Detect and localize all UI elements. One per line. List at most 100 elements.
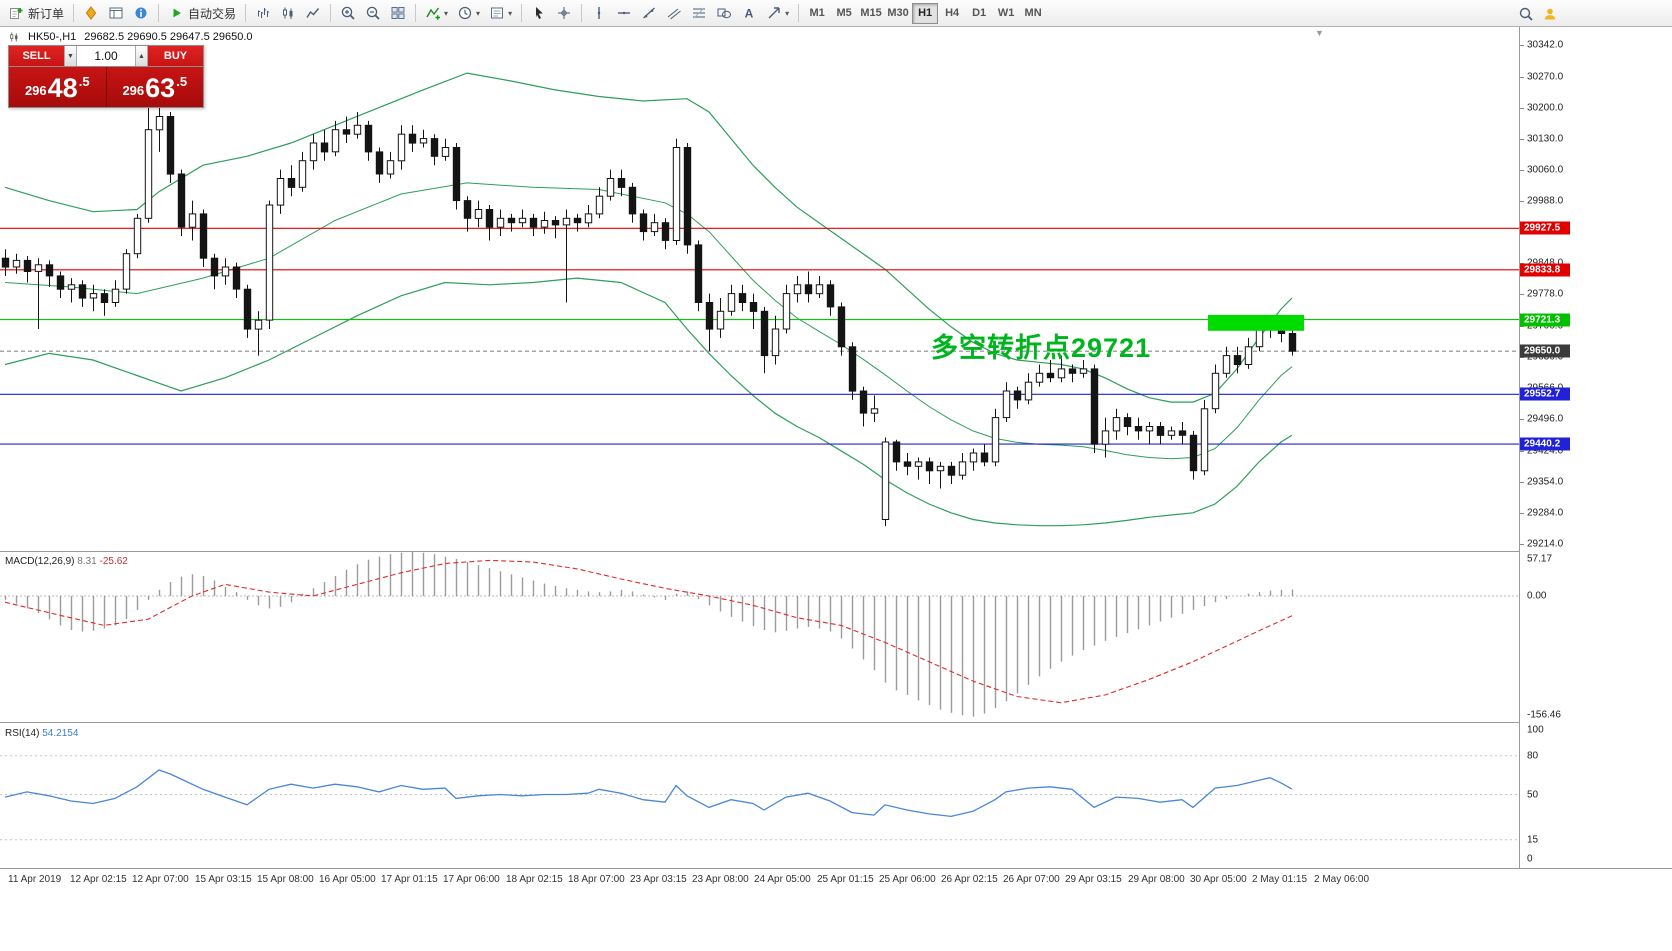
text-button[interactable]: A: [737, 2, 761, 25]
timeframe-m5[interactable]: M5: [836, 7, 852, 19]
clock-icon: [458, 6, 472, 20]
line-chart-button[interactable]: [301, 2, 325, 25]
timeframe-d1[interactable]: D1: [972, 7, 987, 19]
zoom-in-button[interactable]: [336, 2, 360, 25]
sell-button[interactable]: SELL: [9, 46, 64, 66]
candlestick-chart-button[interactable]: [276, 2, 300, 25]
candle-body: [100, 293, 109, 304]
timeframe-mn[interactable]: MN: [1024, 7, 1042, 19]
time-axis-label: 26 Apr 07:00: [1003, 874, 1060, 885]
candle-body: [210, 257, 219, 277]
templates-button[interactable]: ▾: [485, 2, 516, 25]
autotrading-button[interactable]: 自动交易: [164, 2, 240, 25]
candle-body: [1013, 390, 1022, 401]
horizontal-line-button[interactable]: [612, 2, 636, 25]
market-watch-button[interactable]: [104, 2, 128, 25]
trendline-button[interactable]: [637, 2, 661, 25]
fibonacci-button[interactable]: [687, 2, 711, 25]
candle-body: [595, 195, 604, 215]
buy-price[interactable]: 296 63.5: [106, 67, 203, 107]
candle-body: [507, 217, 516, 224]
candle-body: [903, 461, 912, 467]
candle-body: [309, 142, 318, 162]
vertical-line-button[interactable]: [587, 2, 611, 25]
price-tick: [1520, 45, 1524, 46]
bollinger-lower-band: [4, 277, 1293, 527]
time-axis-label: 2 May 01:15: [1252, 874, 1308, 885]
candle-body: [584, 213, 593, 224]
crosshair-button[interactable]: [552, 2, 576, 25]
volume-input[interactable]: 1.00: [77, 46, 135, 66]
candle-body: [969, 452, 978, 463]
candle-body: [529, 217, 538, 228]
search-button[interactable]: [1514, 2, 1538, 25]
arrows-button[interactable]: ▾: [762, 2, 793, 25]
rsi-indicator-panel[interactable]: [0, 722, 1519, 868]
macd-title: MACD(12,26,9): [5, 556, 75, 567]
linechart-icon: [306, 8, 320, 18]
tile-windows-button[interactable]: [386, 2, 410, 25]
community-button[interactable]: [1538, 2, 1562, 25]
price-axis-label: 30200.0: [1527, 102, 1564, 114]
candle-body: [496, 217, 505, 228]
channel-icon: [667, 8, 681, 20]
highlight-zone-rect[interactable]: [1208, 314, 1304, 331]
rsi-title: RSI(14): [5, 728, 40, 739]
timeframe-h4[interactable]: H4: [945, 7, 960, 19]
candle-body: [199, 213, 208, 259]
candle-body: [1024, 381, 1033, 401]
shapes-button[interactable]: [712, 2, 736, 25]
candle-body: [826, 284, 835, 308]
price-scale[interactable]: 30342.0 30270.0 30200.0 30130.0 30060.0 29988…: [1520, 27, 1672, 869]
candle-body: [67, 284, 76, 290]
volume-increase-button[interactable]: ▲: [135, 46, 148, 66]
chevron-down-icon: ▾: [444, 8, 449, 18]
chevron-down-icon: ▾: [476, 8, 481, 18]
new-order-button-label: 新订单: [28, 6, 65, 21]
indicators-button[interactable]: ▾: [421, 2, 452, 25]
cursor-button[interactable]: [527, 2, 551, 25]
candle-body: [78, 284, 87, 299]
cursor-icon: [536, 7, 543, 19]
new-order-button[interactable]: 新订单: [4, 2, 68, 25]
indicator-icon: [426, 7, 441, 20]
equidistant-channel-button[interactable]: [662, 2, 686, 25]
sell-price[interactable]: 296 48.5: [9, 67, 106, 107]
candle-body: [144, 129, 153, 219]
candle-body: [980, 452, 989, 463]
price-axis-label: 29424.0: [1527, 445, 1564, 457]
time-scale[interactable]: 11 Apr 2019 12 Apr 02:15 12 Apr 07:00 15 Ap…: [0, 869, 1672, 897]
symbol-timeframe: HK50-,H1: [28, 31, 77, 43]
time-axis-label: 12 Apr 07:00: [132, 874, 189, 885]
time-axis-label: 29 Apr 08:00: [1128, 874, 1185, 885]
bar-chart-button[interactable]: [251, 2, 275, 25]
candle-body: [925, 461, 934, 472]
chart-symbol-icon: [10, 32, 18, 42]
toolbar-separator: [330, 4, 332, 22]
macd-signal-value: -25.62: [99, 556, 128, 567]
timeframe-w1[interactable]: W1: [997, 7, 1015, 19]
timeframe-m30[interactable]: M30: [887, 7, 909, 19]
volume-decrease-button[interactable]: ▼: [64, 46, 77, 66]
macd-histogram: [4, 552, 1294, 717]
macd-indicator-panel[interactable]: [0, 551, 1519, 721]
timeframe-h1[interactable]: H1: [912, 2, 939, 24]
zoom-out-button[interactable]: [361, 2, 385, 25]
price-tick: [1520, 139, 1524, 140]
chart-workspace[interactable]: 30342.0 30270.0 30200.0 30130.0 30060.0 29988…: [0, 27, 1672, 951]
buy-button[interactable]: BUY: [148, 46, 203, 66]
candle-body: [727, 293, 736, 312]
price-scale-border: [1519, 27, 1520, 869]
price-tick: [1520, 108, 1524, 109]
candle-body: [694, 244, 703, 303]
timeframe-m15[interactable]: M15: [860, 7, 882, 19]
periods-button[interactable]: ▾: [453, 2, 484, 25]
price-chart[interactable]: [0, 27, 1519, 551]
mql5-community-button[interactable]: [79, 2, 103, 25]
annotation-text[interactable]: 多空转折点29721: [931, 333, 1152, 363]
price-tick: [1520, 357, 1524, 358]
time-axis-label: 29 Apr 03:15: [1065, 874, 1122, 885]
timeframe-m1[interactable]: M1: [809, 7, 825, 19]
data-window-button[interactable]: [129, 2, 153, 25]
candle-body: [111, 288, 120, 304]
